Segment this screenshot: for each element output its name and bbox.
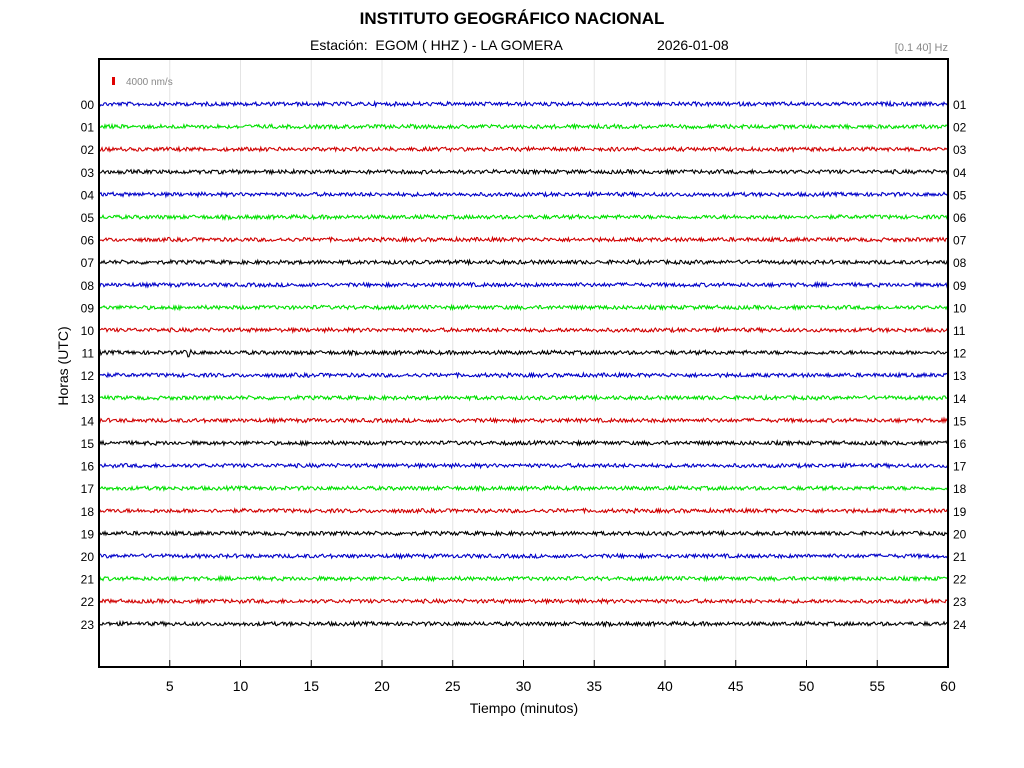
left-hour-label: 15 [81, 437, 95, 451]
trace-hour-19 [98, 529, 949, 538]
left-hour-label: 22 [81, 595, 95, 609]
x-tick-label: 10 [233, 678, 249, 694]
trace-hour-03 [98, 167, 949, 176]
right-hour-label: 04 [953, 166, 967, 180]
left-hour-label: 14 [81, 414, 95, 428]
trace-hour-05 [98, 213, 949, 222]
trace-hour-09 [98, 303, 949, 312]
right-hour-label: 21 [953, 550, 967, 564]
x-tick-label: 15 [303, 678, 319, 694]
x-tick-label: 30 [516, 678, 532, 694]
x-tick-label: 25 [445, 678, 461, 694]
right-hour-label: 17 [953, 460, 967, 474]
left-hour-label: 02 [81, 143, 95, 157]
left-hour-label: 16 [81, 460, 95, 474]
x-tick-label: 20 [374, 678, 390, 694]
left-hour-label: 09 [81, 301, 95, 315]
tick-label-group: 5 10 15 20 25 30 35 40 45 50 55 60 00 01 01 02 02 03 03 04 0… [81, 98, 967, 694]
left-hour-label: 05 [81, 211, 95, 225]
trace-hour-21 [98, 574, 949, 583]
x-tick-label: 50 [799, 678, 815, 694]
trace-hour-15 [98, 439, 949, 447]
right-hour-label: 11 [953, 324, 966, 338]
right-hour-label: 23 [953, 595, 967, 609]
left-hour-label: 04 [81, 188, 95, 202]
frequency-band-label: [0.1 40] Hz [894, 42, 948, 54]
right-hour-label: 02 [953, 121, 967, 135]
trace-hour-10 [98, 326, 949, 335]
left-hour-label: 13 [81, 392, 95, 406]
trace-hour-01 [98, 122, 949, 131]
right-hour-label: 19 [953, 505, 967, 519]
trace-group [98, 99, 949, 628]
trace-hour-16 [98, 461, 949, 470]
x-tick-label: 35 [586, 678, 602, 694]
x-tick-label: 5 [166, 678, 174, 694]
left-hour-label: 19 [81, 527, 95, 541]
chart-title: INSTITUTO GEOGRÁFICO NACIONAL [359, 9, 665, 28]
left-hour-label: 00 [81, 98, 95, 112]
station-label: Estación: EGOM ( HHZ ) - LA GOMERA [310, 37, 563, 53]
left-hour-label: 07 [81, 256, 95, 270]
left-hour-label: 21 [81, 573, 95, 587]
right-hour-label: 22 [953, 573, 967, 587]
x-tick-label: 55 [869, 678, 885, 694]
right-hour-label: 16 [953, 437, 967, 451]
trace-hour-18 [98, 506, 949, 515]
y-axis-label: Horas (UTC) [55, 326, 71, 406]
amplitude-scale-label: 4000 nm/s [126, 77, 173, 88]
right-hour-label: 08 [953, 256, 967, 270]
right-hour-label: 07 [953, 234, 967, 248]
right-hour-label: 10 [953, 301, 967, 315]
date-label: 2026-01-08 [657, 37, 729, 53]
x-tick-label: 45 [728, 678, 744, 694]
left-hour-label: 17 [81, 482, 95, 496]
trace-hour-13 [98, 393, 949, 402]
trace-hour-14 [98, 416, 949, 425]
right-hour-label: 03 [953, 143, 967, 157]
left-hour-label: 23 [81, 618, 95, 632]
right-hour-label: 06 [953, 211, 967, 225]
right-hour-label: 12 [953, 347, 967, 361]
grid-lines [169, 59, 949, 667]
left-hour-label: 10 [81, 324, 95, 338]
x-tick-label: 40 [657, 678, 673, 694]
trace-hour-20 [98, 552, 949, 560]
right-hour-label: 05 [953, 188, 967, 202]
right-hour-label: 14 [953, 392, 967, 406]
trace-hour-04 [98, 190, 949, 199]
left-hour-label: 06 [81, 234, 95, 248]
trace-hour-00 [98, 99, 949, 109]
trace-hour-17 [98, 484, 949, 493]
right-hour-label: 24 [953, 618, 967, 632]
trace-hour-22 [98, 597, 949, 606]
x-tick-label: 60 [940, 678, 956, 694]
left-hour-label: 18 [81, 505, 95, 519]
right-hour-label: 20 [953, 527, 967, 541]
right-hour-label: 15 [953, 414, 967, 428]
left-hour-label: 11 [82, 347, 95, 361]
right-hour-label: 18 [953, 482, 967, 496]
trace-hour-11 [98, 348, 949, 358]
left-hour-label: 08 [81, 279, 95, 293]
amplitude-scale-bar [112, 77, 115, 85]
trace-hour-02 [98, 145, 949, 153]
right-hour-label: 13 [953, 369, 967, 383]
trace-hour-23 [98, 619, 949, 628]
right-hour-label: 01 [953, 98, 967, 112]
x-axis-label: Tiempo (minutos) [469, 700, 579, 716]
trace-hour-06 [98, 235, 949, 244]
trace-hour-08 [98, 280, 949, 289]
trace-hour-07 [98, 257, 949, 267]
plot-frame [98, 58, 949, 668]
left-hour-label: 03 [81, 166, 95, 180]
left-hour-label: 01 [81, 121, 95, 135]
trace-hour-12 [98, 371, 949, 380]
left-hour-label: 12 [81, 369, 95, 383]
left-hour-label: 20 [81, 550, 95, 564]
right-hour-label: 09 [953, 279, 967, 293]
